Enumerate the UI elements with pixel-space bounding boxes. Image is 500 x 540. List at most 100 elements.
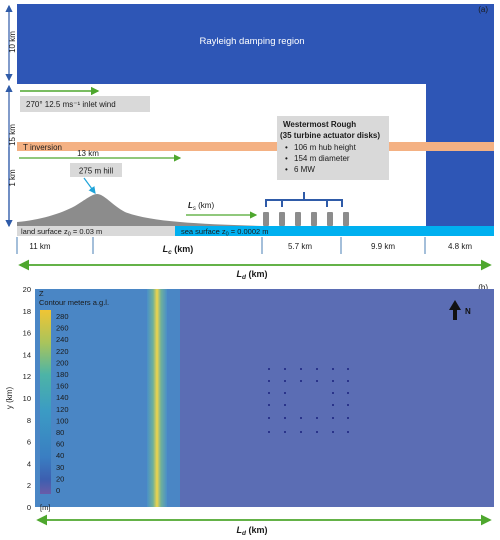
legend-value: 0	[56, 486, 60, 495]
turbine-dot	[316, 431, 318, 433]
damping-region-right	[426, 84, 494, 236]
farm-title-2: (35 turbine actuator disks)	[280, 131, 380, 140]
y-tick-label: 2	[27, 481, 31, 490]
legend-value: 120	[56, 405, 69, 414]
legend-value: 280	[56, 312, 69, 321]
y-tick-label: 12	[23, 372, 31, 381]
turbine-dot	[347, 368, 349, 370]
turbine-layout	[268, 368, 349, 433]
turbine-dot	[332, 392, 334, 394]
dimension-dividers	[16, 237, 426, 254]
turbine-dot	[284, 404, 286, 406]
panel-a: Rayleigh damping region (a) 10 km 15 km …	[5, 4, 494, 281]
turbine-dot	[284, 380, 286, 382]
hill-shape	[17, 194, 262, 226]
turbine-dot	[300, 431, 302, 433]
turbine-dot	[268, 368, 270, 370]
y-tick-label: 4	[27, 459, 31, 468]
y-tick-label: 16	[23, 329, 31, 338]
turbine-dot	[268, 392, 270, 394]
damping-label: Rayleigh damping region	[199, 36, 304, 47]
inlet-wind-label: 270° 12.5 ms⁻¹ inlet wind	[26, 100, 116, 109]
turbine-dot	[316, 368, 318, 370]
north-label: N	[465, 307, 471, 316]
hill-label-box	[70, 163, 122, 177]
y-axis: 0 2 4 6 8 10 12 14 16 18 20	[23, 285, 31, 512]
turbine-dot	[332, 380, 334, 382]
turbine-disk	[343, 212, 349, 226]
legend-value: 240	[56, 335, 69, 344]
label-13km: 13 km	[77, 149, 99, 158]
turbine-dot	[347, 431, 349, 433]
legend-value: 40	[56, 451, 64, 460]
hill-pointer-arrow	[83, 177, 96, 194]
legend-value: 60	[56, 440, 64, 449]
y-tick-label: 18	[23, 307, 31, 316]
turbine-dot	[300, 380, 302, 382]
y-axis-label: y (km)	[5, 387, 14, 410]
turbine-dot	[284, 368, 286, 370]
legend-value: 100	[56, 416, 69, 425]
panel-a-label: (a)	[478, 5, 488, 14]
turbine-dot	[268, 380, 270, 382]
farm-bullet-hub: 106 m hub height	[294, 143, 357, 152]
farm-bullet-power: 6 MW	[294, 165, 315, 174]
dim-damp-4-8km: 4.8 km	[448, 242, 472, 251]
turbine-dot	[332, 368, 334, 370]
inlet-wind-box	[20, 96, 150, 112]
turbine-dot	[347, 392, 349, 394]
farm-bullet-dot: •	[285, 143, 288, 152]
legend-value: 200	[56, 358, 69, 367]
turbine-dot	[268, 431, 270, 433]
turbine-disk	[279, 212, 285, 226]
sea-surface-strip	[175, 226, 494, 236]
panel-b: (b) 0 2 4 6 8 10 12 14 16 18 20 y (km) Z Contour m…	[5, 283, 494, 537]
ld-label-b: Ld (km)	[237, 525, 268, 537]
height-label-1km: 1 km	[8, 169, 17, 187]
sea-surface-label: sea surface z0 = 0.0002 m	[181, 227, 269, 238]
turbine-dot	[316, 380, 318, 382]
dim-wake-9-9km: 9.9 km	[371, 242, 395, 251]
legend-values: 2802602402202001801601401201008060403020…	[56, 312, 69, 495]
legend-value: 30	[56, 463, 64, 472]
turbine-disk	[295, 212, 301, 226]
height-label-15km: 15 km	[8, 124, 17, 146]
lc-label: Lc (km)	[163, 244, 194, 256]
legend-value: 260	[56, 324, 69, 333]
inversion-band-damping	[426, 142, 494, 151]
legend-unit: [m]	[40, 503, 50, 512]
turbine-dot	[332, 417, 334, 419]
turbine-disk	[311, 212, 317, 226]
legend-title: Contour meters a.g.l.	[39, 298, 109, 307]
map-sea-region	[180, 289, 494, 507]
y-tick-label: 8	[27, 416, 31, 425]
turbine-dot	[300, 417, 302, 419]
legend-value: 180	[56, 370, 69, 379]
legend-variable: Z	[39, 289, 44, 298]
north-arrow-icon	[449, 300, 461, 320]
height-label-10km: 10 km	[8, 31, 17, 53]
legend-value: 160	[56, 382, 69, 391]
turbine-dot	[284, 417, 286, 419]
y-tick-label: 0	[27, 503, 31, 512]
legend-colorbar	[40, 310, 51, 494]
legend-value: 20	[56, 474, 64, 483]
turbine-dot	[332, 404, 334, 406]
turbine-dot	[268, 417, 270, 419]
turbine-dot	[347, 417, 349, 419]
turbine-dot	[268, 404, 270, 406]
farm-title-1: Westermost Rough	[283, 120, 356, 129]
y-tick-label: 14	[23, 350, 31, 359]
turbine-dot	[284, 392, 286, 394]
legend-value: 220	[56, 347, 69, 356]
legend-value: 80	[56, 428, 64, 437]
turbine-group	[263, 212, 349, 226]
farm-bullet-diameter: 154 m diameter	[294, 154, 350, 163]
turbine-dot	[347, 404, 349, 406]
legend-value: 140	[56, 393, 69, 402]
land-surface-label: land surface z0 = 0.03 m	[21, 227, 102, 238]
inversion-label: T inversion	[23, 143, 62, 152]
turbine-dot	[332, 431, 334, 433]
turbine-disk	[263, 212, 269, 226]
